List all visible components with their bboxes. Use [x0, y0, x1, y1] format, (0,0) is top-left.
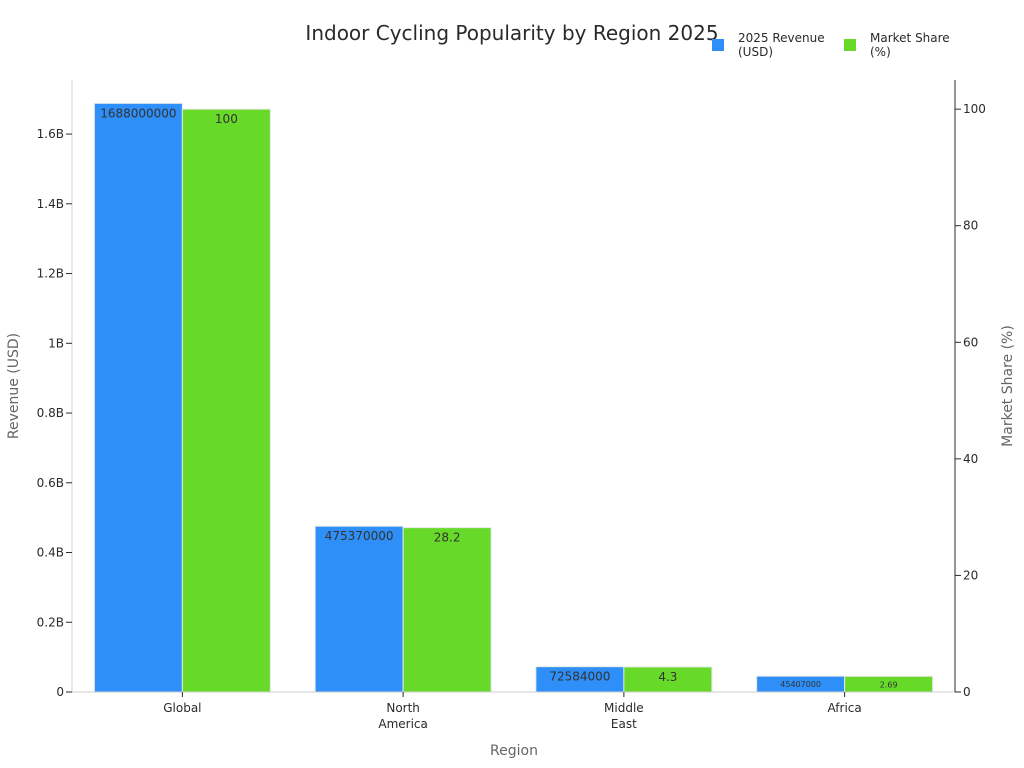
- x-tick-label: Middle: [604, 701, 644, 715]
- x-axis-title: Region: [490, 743, 538, 759]
- legend-swatch: [712, 39, 724, 51]
- legend-label: (USD): [738, 45, 773, 59]
- y2-tick-label: 60: [963, 335, 978, 349]
- legend-label: (%): [870, 45, 891, 59]
- y2-tick-label: 40: [963, 452, 978, 466]
- data-label: 1688000000: [100, 106, 176, 120]
- data-label: 100: [215, 112, 238, 126]
- y2-axis-title: Market Share (%): [1000, 325, 1016, 447]
- y2-tick-label: 20: [963, 568, 978, 582]
- legend-label: 2025 Revenue: [738, 31, 825, 45]
- bar-market-share: [181, 108, 271, 693]
- y2-tick-label: 80: [963, 219, 978, 233]
- y2-tick-label: 0: [963, 685, 971, 699]
- y-tick-label: 0.4B: [37, 546, 64, 560]
- chart-title: Indoor Cycling Popularity by Region 2025: [305, 21, 718, 45]
- x-tick-label: Africa: [828, 701, 862, 715]
- legend-swatch: [844, 39, 856, 51]
- y-tick-label: 1B: [48, 336, 64, 350]
- x-tick-label: Global: [163, 701, 201, 715]
- data-label: 2.69: [880, 680, 898, 689]
- y-tick-label: 0: [56, 685, 64, 699]
- legend-label: Market Share: [870, 31, 950, 45]
- y-axis-ticks: 0 0.2B 0.4B 0.6B 0.8B 1B 1.2B 1.4B 1.6B: [37, 127, 72, 699]
- x-tick-label: East: [611, 717, 637, 731]
- plot-area: 1688000000 100 475370000 28.2 72584000 4.3 454…: [93, 102, 934, 693]
- bar-revenue: [93, 102, 183, 693]
- y-tick-label: 1.2B: [37, 267, 64, 281]
- y-tick-label: 0.2B: [37, 615, 64, 629]
- y-axis-title: Revenue (USD): [6, 333, 22, 439]
- x-tick-label: America: [378, 717, 428, 731]
- y-tick-label: 1.4B: [37, 197, 64, 211]
- bar-revenue: [535, 666, 625, 693]
- bar-revenue: [314, 525, 404, 693]
- data-label: 72584000: [549, 670, 610, 684]
- y-tick-label: 1.6B: [37, 127, 64, 141]
- data-label: 28.2: [434, 531, 461, 545]
- y-tick-label: 0.6B: [37, 476, 64, 490]
- bar-market-share: [402, 527, 492, 693]
- y2-axis-ticks: 0 20 40 60 80 100: [955, 102, 986, 699]
- x-axis-ticks: Global North America Middle East Africa: [163, 692, 862, 731]
- x-tick-label: North: [386, 701, 420, 715]
- y-tick-label: 0.8B: [37, 406, 64, 420]
- data-label: 4.3: [658, 670, 677, 684]
- bar-market-share: [623, 666, 713, 693]
- y2-tick-label: 100: [963, 102, 986, 116]
- legend: 2025 Revenue(USD) Market Share(%): [712, 31, 950, 59]
- data-label: 475370000: [325, 529, 394, 543]
- data-label: 45407000: [780, 680, 821, 689]
